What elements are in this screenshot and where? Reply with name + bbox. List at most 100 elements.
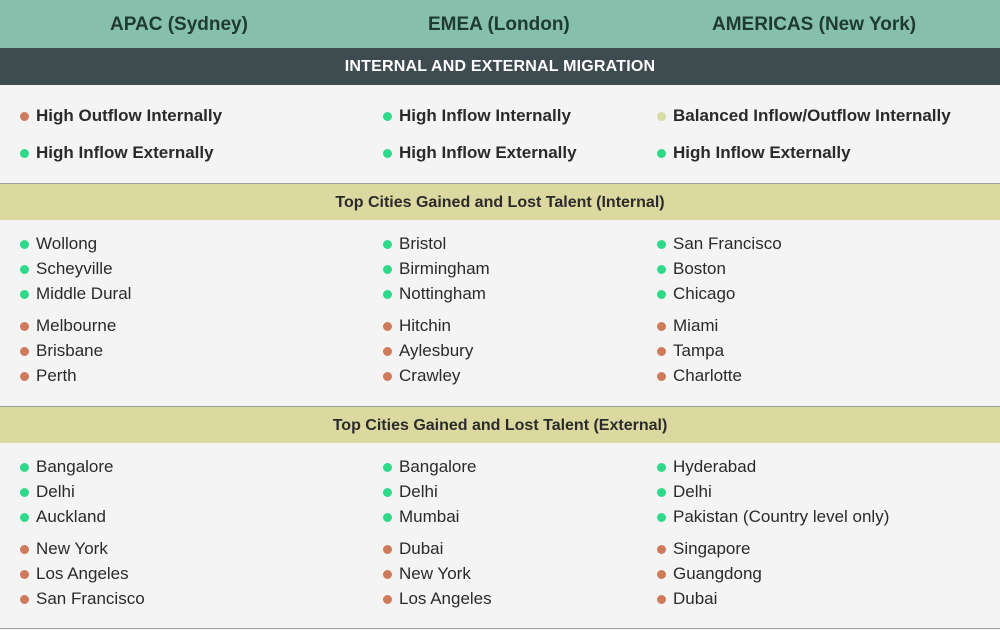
inflow-dot-icon	[20, 487, 29, 497]
region-header-row: APAC (Sydney) EMEA (London) AMERICAS (Ne…	[0, 0, 1000, 48]
list-item: Miami	[657, 316, 718, 336]
list-item: Brisbane	[20, 341, 103, 361]
outflow-dot-icon	[20, 321, 29, 331]
outflow-dot-icon	[20, 371, 29, 381]
external-section-title: Top Cities Gained and Lost Talent (Exter…	[0, 407, 1000, 443]
balanced-dot-icon	[657, 111, 666, 121]
outflow-dot-icon	[383, 346, 392, 356]
list-item: New York	[20, 539, 108, 559]
city-label: Charlotte	[673, 366, 742, 385]
inflow-dot-icon	[383, 289, 392, 299]
city-label: Bangalore	[36, 457, 114, 476]
inflow-dot-icon	[657, 462, 666, 472]
section-divider	[0, 628, 1000, 629]
city-label: Boston	[673, 259, 726, 278]
city-label: Dubai	[399, 539, 444, 558]
city-label: Los Angeles	[36, 564, 129, 583]
city-label: Perth	[36, 366, 77, 385]
city-label: Dubai	[673, 589, 718, 608]
outflow-dot-icon	[20, 594, 29, 604]
inflow-dot-icon	[657, 264, 666, 274]
city-label: New York	[36, 539, 108, 558]
city-label: Delhi	[36, 482, 75, 501]
outflow-dot-icon	[657, 544, 666, 554]
city-label: Bristol	[399, 234, 447, 253]
list-item: Crawley	[383, 366, 460, 386]
city-label: Pakistan (Country level only)	[673, 507, 890, 526]
city-label: Hyderabad	[673, 457, 757, 476]
city-label: Brisbane	[36, 341, 104, 360]
list-item: Perth	[20, 366, 77, 386]
inflow-dot-icon	[20, 264, 29, 274]
inflow-dot-icon	[383, 487, 392, 497]
list-item: Bristol	[383, 234, 446, 254]
city-label: Scheyville	[36, 259, 113, 278]
city-label: Auckland	[36, 507, 106, 526]
list-item: Mumbai	[383, 507, 459, 527]
outflow-dot-icon	[657, 346, 666, 356]
list-item: Dubai	[657, 589, 717, 609]
list-item: Middle Dural	[20, 284, 131, 304]
outflow-dot-icon	[20, 544, 29, 554]
city-label: Tampa	[673, 341, 725, 360]
city-label: Delhi	[673, 482, 712, 501]
list-item: High Inflow Internally	[383, 106, 571, 126]
list-item: Guangdong	[657, 564, 762, 584]
city-label: San Francisco	[36, 589, 145, 608]
list-item: High Inflow Externally	[657, 143, 851, 163]
list-item: Delhi	[20, 482, 75, 502]
list-item: Los Angeles	[20, 564, 129, 584]
inflow-dot-icon	[20, 462, 29, 472]
city-label: Bangalore	[399, 457, 477, 476]
city-label: Singapore	[673, 539, 751, 558]
outflow-dot-icon	[383, 594, 392, 604]
city-label: Los Angeles	[399, 589, 492, 608]
list-item: Hyderabad	[657, 457, 756, 477]
city-label: Wollong	[36, 234, 98, 253]
inflow-dot-icon	[657, 289, 666, 299]
city-label: Hitchin	[399, 316, 451, 335]
inflow-dot-icon	[657, 512, 666, 522]
list-item: San Francisco	[20, 589, 145, 609]
inflow-dot-icon	[383, 512, 392, 522]
outflow-dot-icon	[657, 569, 666, 579]
list-item: Bangalore	[383, 457, 477, 477]
section-divider	[0, 183, 1000, 184]
city-label: Delhi	[399, 482, 438, 501]
header-americas: AMERICAS (New York)	[712, 14, 917, 35]
list-item: Melbourne	[20, 316, 116, 336]
list-item: Auckland	[20, 507, 106, 527]
inflow-dot-icon	[383, 148, 392, 158]
inflow-dot-icon	[20, 239, 29, 249]
header-apac: APAC (Sydney)	[110, 14, 248, 35]
inflow-dot-icon	[383, 111, 392, 121]
list-item: Balanced Inflow/Outflow Internally	[657, 106, 951, 126]
list-item: High Inflow Externally	[383, 143, 577, 163]
inflow-dot-icon	[657, 487, 666, 497]
outflow-dot-icon	[20, 569, 29, 579]
section-divider	[0, 406, 1000, 407]
outflow-dot-icon	[383, 321, 392, 331]
outflow-dot-icon	[383, 569, 392, 579]
outflow-dot-icon	[657, 371, 666, 381]
inflow-dot-icon	[383, 239, 392, 249]
list-item: Charlotte	[657, 366, 742, 386]
city-label: Aylesbury	[399, 341, 474, 360]
list-item: Nottingham	[383, 284, 486, 304]
list-item: Bangalore	[20, 457, 114, 477]
city-label: San Francisco	[673, 234, 782, 253]
city-label: Middle Dural	[36, 284, 132, 303]
outflow-dot-icon	[20, 111, 29, 121]
city-label: Mumbai	[399, 507, 460, 526]
inflow-dot-icon	[20, 148, 29, 158]
list-item: Los Angeles	[383, 589, 492, 609]
inflow-dot-icon	[657, 148, 666, 158]
list-item: Delhi	[657, 482, 712, 502]
migration-section-title: INTERNAL AND EXTERNAL MIGRATION	[0, 48, 1000, 85]
list-item: San Francisco	[657, 234, 782, 254]
list-item: High Outflow Internally	[20, 106, 222, 126]
inflow-dot-icon	[657, 239, 666, 249]
list-item: Hitchin	[383, 316, 451, 336]
list-item: High Inflow Externally	[20, 143, 214, 163]
city-label: Birmingham	[399, 259, 490, 278]
